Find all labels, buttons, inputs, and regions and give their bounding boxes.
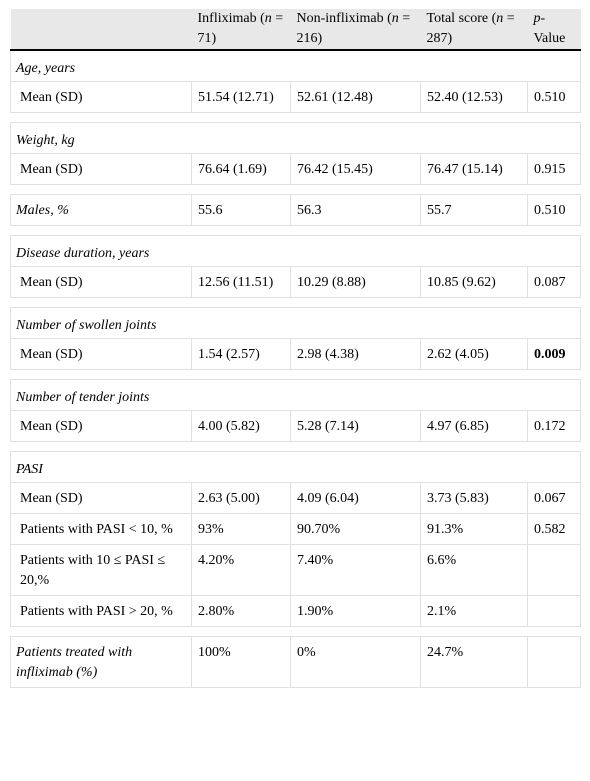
section-tender-joints: Number of tender joints	[10, 379, 581, 411]
row-label: Patients with PASI < 10, %	[10, 513, 192, 545]
table-row: Mean (SD) 1.54 (2.57) 2.98 (4.38) 2.62 (…	[10, 338, 581, 370]
table-row: Patients with PASI < 10, % 93% 90.70% 91…	[10, 513, 581, 545]
cell-p-value: 0.510	[527, 194, 581, 226]
cell-total: 2.62 (4.05)	[420, 338, 528, 370]
table-row: Mean (SD) 2.63 (5.00) 4.09 (6.04) 3.73 (…	[10, 482, 581, 514]
row-label: Mean (SD)	[10, 153, 192, 185]
row-label: Patients with 10 ≤ PASI ≤ 20,%	[10, 544, 192, 596]
section-title: PASI	[10, 451, 581, 483]
cell-total: 24.7%	[420, 636, 528, 688]
cell-p-value: 0.510	[527, 81, 581, 113]
cell-p-value	[527, 544, 581, 596]
header-non-infliximab: Non-infliximab (n = 216)	[290, 9, 421, 51]
cell-p-value	[527, 595, 581, 627]
data-table: Infliximab (n = 71) Non-infliximab (n = …	[10, 9, 581, 688]
section-title: Number of tender joints	[10, 379, 581, 411]
row-label: Mean (SD)	[10, 266, 192, 298]
cell-infliximab: 12.56 (11.51)	[191, 266, 291, 298]
cell-total: 91.3%	[420, 513, 528, 545]
section-title: Number of swollen joints	[10, 307, 581, 339]
cell-infliximab: 2.63 (5.00)	[191, 482, 291, 514]
cell-p-value: 0.915	[527, 153, 581, 185]
cell-infliximab: 51.54 (12.71)	[191, 81, 291, 113]
cell-p-value: 0.172	[527, 410, 581, 442]
cell-non-infliximab: 0%	[290, 636, 421, 688]
section-title: Disease duration, years	[10, 235, 581, 267]
header-infliximab: Infliximab (n = 71)	[191, 9, 291, 51]
cell-total: 3.73 (5.83)	[420, 482, 528, 514]
table-row-males: Males, % 55.6 56.3 55.7 0.510	[10, 194, 581, 226]
cell-total: 52.40 (12.53)	[420, 81, 528, 113]
section-title: Weight, kg	[10, 122, 581, 154]
row-label: Mean (SD)	[10, 482, 192, 514]
cell-p-value: 0.067	[527, 482, 581, 514]
cell-non-infliximab: 76.42 (15.45)	[290, 153, 421, 185]
cell-non-infliximab: 52.61 (12.48)	[290, 81, 421, 113]
cell-infliximab: 76.64 (1.69)	[191, 153, 291, 185]
cell-infliximab: 93%	[191, 513, 291, 545]
cell-p-value: 0.087	[527, 266, 581, 298]
table-row: Patients with PASI > 20, % 2.80% 1.90% 2…	[10, 595, 581, 627]
cell-infliximab: 100%	[191, 636, 291, 688]
section-title: Age, years	[10, 49, 581, 82]
section-weight: Weight, kg	[10, 122, 581, 154]
cell-total: 6.6%	[420, 544, 528, 596]
table-row: Mean (SD) 76.64 (1.69) 76.42 (15.45) 76.…	[10, 153, 581, 185]
cell-p-value: 0.009	[527, 338, 581, 370]
cell-infliximab: 55.6	[191, 194, 291, 226]
section-swollen-joints: Number of swollen joints	[10, 307, 581, 339]
cell-p-value: 0.582	[527, 513, 581, 545]
header-empty-cell	[10, 9, 192, 51]
table-row-treated: Patients treated with infliximab (%) 100…	[10, 636, 581, 688]
row-label: Mean (SD)	[10, 410, 192, 442]
cell-non-infliximab: 7.40%	[290, 544, 421, 596]
cell-non-infliximab: 2.98 (4.38)	[290, 338, 421, 370]
section-pasi: PASI	[10, 451, 581, 483]
cell-non-infliximab: 5.28 (7.14)	[290, 410, 421, 442]
cell-infliximab: 1.54 (2.57)	[191, 338, 291, 370]
cell-total: 76.47 (15.14)	[420, 153, 528, 185]
cell-p-value	[527, 636, 581, 688]
table-header: Infliximab (n = 71) Non-infliximab (n = …	[10, 9, 581, 51]
section-age: Age, years	[10, 49, 581, 82]
row-label: Mean (SD)	[10, 338, 192, 370]
header-p-value: p-Value	[527, 9, 581, 51]
section-disease-duration: Disease duration, years	[10, 235, 581, 267]
cell-non-infliximab: 10.29 (8.88)	[290, 266, 421, 298]
cell-non-infliximab: 90.70%	[290, 513, 421, 545]
cell-non-infliximab: 56.3	[290, 194, 421, 226]
cell-total: 2.1%	[420, 595, 528, 627]
table-row: Patients with 10 ≤ PASI ≤ 20,% 4.20% 7.4…	[10, 544, 581, 596]
cell-infliximab: 4.00 (5.82)	[191, 410, 291, 442]
table-row: Mean (SD) 4.00 (5.82) 5.28 (7.14) 4.97 (…	[10, 410, 581, 442]
table-row: Mean (SD) 12.56 (11.51) 10.29 (8.88) 10.…	[10, 266, 581, 298]
cell-infliximab: 4.20%	[191, 544, 291, 596]
row-label: Mean (SD)	[10, 81, 192, 113]
row-label: Patients with PASI > 20, %	[10, 595, 192, 627]
cell-non-infliximab: 4.09 (6.04)	[290, 482, 421, 514]
cell-non-infliximab: 1.90%	[290, 595, 421, 627]
row-label: Patients treated with infliximab (%)	[10, 636, 192, 688]
header-total-score: Total score (n = 287)	[420, 9, 528, 51]
cell-total: 4.97 (6.85)	[420, 410, 528, 442]
cell-total: 55.7	[420, 194, 528, 226]
row-label: Males, %	[10, 194, 192, 226]
cell-total: 10.85 (9.62)	[420, 266, 528, 298]
cell-infliximab: 2.80%	[191, 595, 291, 627]
table-row: Mean (SD) 51.54 (12.71) 52.61 (12.48) 52…	[10, 81, 581, 113]
